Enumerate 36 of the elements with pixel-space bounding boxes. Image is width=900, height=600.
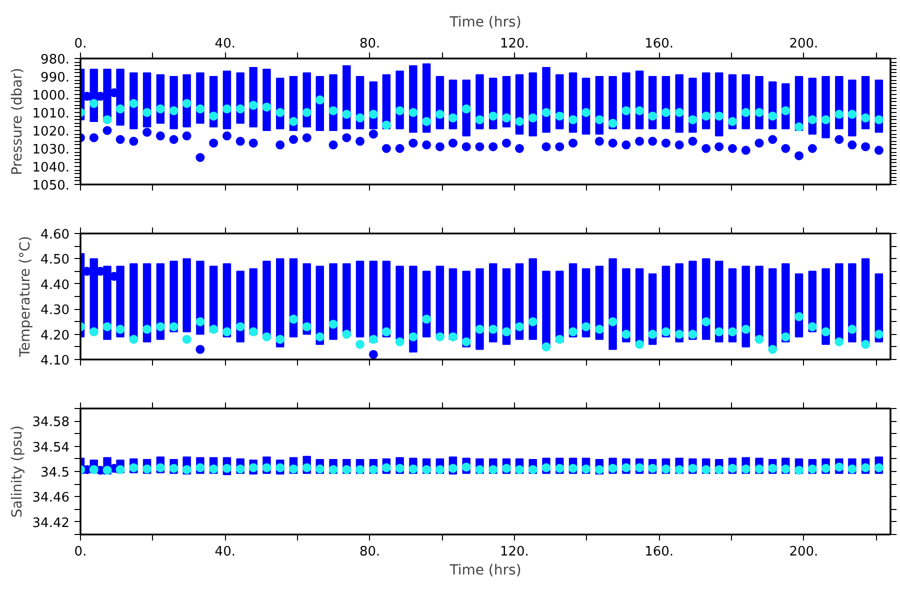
y-tick-label: 1050.	[32, 178, 70, 194]
y-tick-label: 34.46	[32, 490, 70, 506]
y-tick-label: 980.	[40, 52, 70, 68]
y-tick-label: 4.30	[40, 303, 70, 318]
x-tick-label: 120.	[500, 544, 529, 560]
y-tick-label: 4.50	[40, 252, 70, 268]
y-axis-title: Temperature (°C)	[18, 236, 34, 358]
y-tick-label: 1010.	[32, 106, 70, 122]
y-tick-label: 34.54	[32, 440, 70, 456]
x-tick-label: 80.	[359, 544, 380, 560]
y-tick-label: 1000.	[32, 88, 70, 104]
x-tick-label: 160.	[644, 544, 674, 560]
y-tick-label: 1030.	[32, 142, 70, 158]
x2-tick-label: 40.	[214, 36, 236, 52]
y-tick-label: 4.60	[40, 228, 70, 242]
x2-tick-label: 120.	[500, 36, 529, 52]
y-axis-title: Pressure (dbar)	[9, 68, 26, 176]
x-tick-label: 0.	[74, 544, 87, 560]
y-axis-title: Salinity (psu)	[9, 425, 26, 518]
x-axis-title: Time (hrs)	[448, 562, 522, 578]
y-tick-label: 1040.	[32, 160, 70, 176]
x2-tick-label: 200.	[789, 36, 818, 52]
y-tick-label: 4.40	[40, 278, 70, 293]
y-tick-label: 4.10	[40, 354, 70, 368]
x-tick-label: 200.	[789, 544, 818, 560]
y-tick-label: 34.42	[32, 516, 70, 531]
y-tick-label: 990.	[40, 70, 70, 86]
y-tick-label: 34.58	[32, 415, 70, 430]
x2-axis-title: Time (hrs)	[448, 14, 522, 30]
x2-tick-label: 80.	[359, 36, 380, 52]
y-tick-label: 4.20	[40, 328, 70, 344]
y-tick-label: 34.5	[40, 466, 70, 480]
x-tick-label: 40.	[214, 544, 236, 560]
y-tick-label: 1020.	[32, 124, 70, 140]
x2-tick-label: 160.	[644, 36, 674, 52]
x2-tick-label: 0.	[74, 36, 87, 52]
